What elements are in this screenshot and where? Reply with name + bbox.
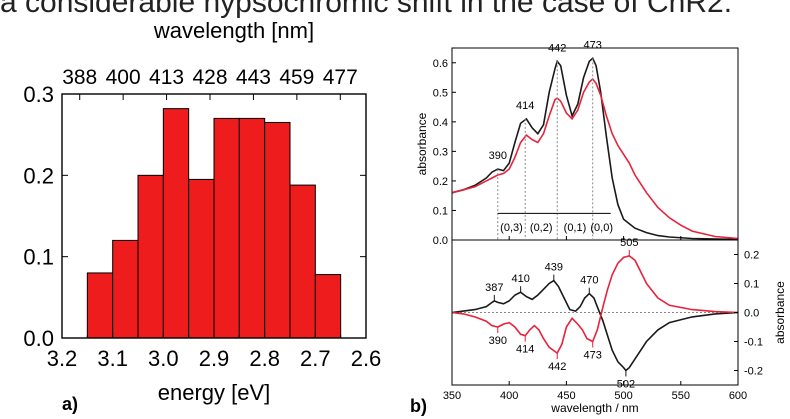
top-tick-label: 400: [106, 66, 141, 89]
y-tick-label-right: 0.1: [744, 279, 759, 291]
x-tick-label: 600: [729, 390, 747, 402]
histogram-bar: [188, 178, 215, 339]
peak-label: 390: [489, 335, 507, 347]
histogram-bar: [213, 117, 240, 339]
peak-label: 414: [516, 344, 534, 356]
axis-ticks-a: 3.2 3.1 3.0 2.9 2.8 2.7 2.6 0.0 0.1 0.2 0.3 388 400 4…: [23, 66, 381, 371]
y-tick-label: 0.2: [433, 176, 448, 188]
absorbance-line-black: [451, 56, 739, 241]
wavelength-axis-label: wavelength / nm: [550, 401, 638, 415]
spectra-panel-b: 350 400 450 500 550 600 0.0 0.1 0.2 0.3 0.4 0.5 0.6 0…: [410, 39, 787, 416]
top-tick-label: 459: [279, 66, 314, 89]
peak-label: 502: [617, 379, 635, 391]
histogram-bar: [238, 117, 266, 339]
x-tick-label: 2.8: [249, 346, 280, 371]
difference-line-black: [451, 279, 739, 372]
y-tick-label: 0.3: [433, 146, 448, 158]
top-tick-label: 477: [323, 66, 358, 89]
vibronic-label: (0,3): [500, 222, 523, 234]
axis-ticks-b: 350 400 450 500 550 600 0.0 0.1 0.2 0.3 0.4 0.5 0.6 0…: [433, 58, 763, 402]
x-tick-label: 500: [614, 390, 632, 402]
vibronic-label: (0,2): [530, 222, 553, 234]
y-tick-label: 0.0: [23, 326, 54, 351]
plot-frame-bottom: [451, 239, 739, 386]
peak-label: 390: [489, 150, 507, 162]
y-tick-label: 0.0: [433, 235, 448, 247]
top-tick-label: 443: [236, 66, 271, 89]
peak-annotations: 390 414 442 473 (0,3) (0,2) (0,1) (0,0) 387 410 43…: [485, 39, 638, 390]
peak-label: 473: [584, 39, 602, 51]
top-tick-label: 413: [149, 66, 184, 89]
histogram-panel-a: wavelength [nm] 3.2 3.1 3.0 2.9 2.8 2.7 2.6 0.0…: [23, 18, 381, 414]
plot-frame-top: [451, 47, 739, 241]
histogram-bar: [264, 121, 291, 339]
x-tick-label: 350: [443, 390, 461, 402]
x-tick-label: 3.0: [148, 346, 179, 371]
y-tick-label: 0.4: [433, 117, 448, 129]
histogram-bar: [314, 274, 342, 339]
spectra-lines: [451, 56, 739, 372]
peak-label: 442: [548, 361, 566, 373]
x-tick-label: 400: [500, 390, 518, 402]
peak-label: 387: [485, 282, 503, 294]
histogram-bar: [137, 174, 164, 339]
histogram-bar: [289, 184, 316, 339]
x-tick-label: 2.6: [351, 346, 382, 371]
y-tick-label-right: 0.0: [744, 308, 759, 320]
peak-label: 442: [548, 42, 566, 54]
y-tick-label: 0.3: [23, 82, 54, 107]
histogram-bar: [112, 239, 139, 339]
bottom-axis-label: energy [eV]: [158, 380, 271, 405]
peak-label: 470: [580, 275, 598, 287]
panel-label-a: a): [62, 394, 78, 414]
peak-label: 473: [584, 350, 602, 362]
absorbance-axis-label-bottom: absorbance: [773, 281, 787, 344]
x-tick-label: 2.7: [300, 346, 331, 371]
y-tick-label: 0.2: [23, 163, 54, 188]
y-tick-label: 0.6: [433, 58, 448, 70]
peak-label: 439: [545, 262, 563, 274]
top-axis-label: wavelength [nm]: [153, 18, 314, 43]
y-tick-label-right: -0.2: [744, 366, 763, 378]
x-tick-label: 3.1: [97, 346, 128, 371]
top-tick-label: 388: [62, 66, 97, 89]
peak-label: 505: [620, 237, 638, 249]
difference-line-red: [451, 255, 739, 355]
absorbance-axis-label-top: absorbance: [415, 112, 429, 175]
y-tick-label: 0.5: [433, 87, 448, 99]
x-tick-label: 450: [557, 390, 575, 402]
figure-caption-text: a considerable hypsochromic shift in the…: [0, 0, 733, 19]
vibronic-label: (0,1): [564, 222, 587, 234]
peak-label: 414: [516, 100, 534, 112]
histogram-bar: [162, 108, 190, 339]
top-tick-label: 428: [192, 66, 227, 89]
y-tick-label: 0.1: [433, 205, 448, 217]
x-tick-label: 550: [672, 390, 690, 402]
x-tick-label: 3.2: [47, 346, 78, 371]
absorbance-line-red: [451, 77, 739, 240]
vibronic-label: (0,0): [590, 222, 613, 234]
y-tick-label: 0.1: [23, 245, 54, 270]
y-tick-label-right: -0.1: [744, 337, 763, 349]
y-tick-label-right: 0.2: [744, 250, 759, 262]
histogram-bars: [86, 108, 342, 339]
histogram-bar: [86, 272, 114, 339]
x-tick-label: 2.9: [199, 346, 230, 371]
panel-label-b: b): [410, 396, 427, 416]
peak-label: 410: [511, 273, 529, 285]
